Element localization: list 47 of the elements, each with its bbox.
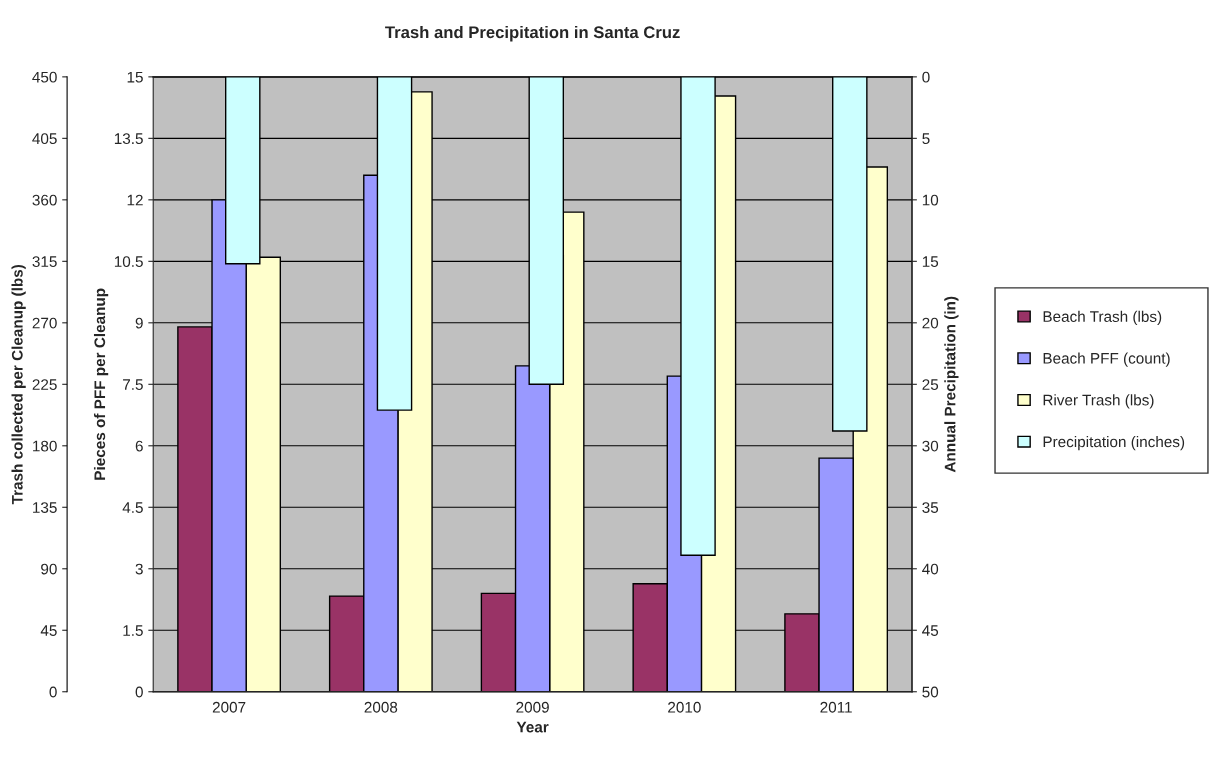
y-tick-label: 45 bbox=[40, 625, 57, 636]
y-tick-label: 0 bbox=[49, 686, 57, 698]
y2-axis-title: Pieces of PFF per Cleanup bbox=[93, 288, 109, 480]
y-tick-label: 90 bbox=[41, 563, 57, 575]
x-axis-title: Year bbox=[516, 721, 549, 733]
y2-tick-label: 10.5 bbox=[114, 256, 143, 268]
y-tick-label: 405 bbox=[32, 133, 57, 145]
y2-tick-label: 15 bbox=[127, 71, 143, 83]
y3-tick-label: 15 bbox=[922, 256, 939, 268]
y-tick-label: 180 bbox=[33, 440, 57, 452]
x-tick-label: 2007 bbox=[212, 701, 246, 713]
y-tick-label: 225 bbox=[32, 379, 57, 390]
legend-label: Precipitation (inches) bbox=[1043, 435, 1185, 451]
y3-tick-label: 0 bbox=[922, 71, 930, 83]
y-axis-title: Trash collected per Cleanup (lbs) bbox=[11, 264, 26, 505]
y2-tick-label: 0 bbox=[135, 686, 143, 698]
y2-tick-label: 3 bbox=[135, 563, 143, 575]
y3-tick-label: 10 bbox=[922, 194, 939, 206]
y-tick-label: 360 bbox=[32, 194, 57, 206]
legend-label: Beach Trash (lbs) bbox=[1043, 310, 1162, 325]
y3-tick-label: 20 bbox=[922, 317, 939, 329]
y3-tick-label: 25 bbox=[922, 379, 939, 390]
chart-title: Trash and Precipitation in Santa Cruz bbox=[385, 25, 680, 42]
y-tick-label: 270 bbox=[32, 317, 57, 329]
y2-tick-label: 13.5 bbox=[114, 133, 143, 145]
x-tick-label: 2009 bbox=[516, 701, 549, 713]
y-tick-label: 450 bbox=[32, 71, 57, 83]
legend-label: River Trash (lbs) bbox=[1043, 394, 1154, 409]
x-tick-label: 2008 bbox=[364, 701, 398, 713]
y2-tick-label: 7.5 bbox=[123, 379, 143, 390]
y2-tick-label: 6 bbox=[135, 440, 143, 452]
y3-tick-label: 40 bbox=[922, 563, 939, 575]
y-tick-label: 135 bbox=[33, 502, 57, 513]
y3-tick-label: 45 bbox=[922, 625, 939, 636]
y3-tick-label: 35 bbox=[922, 502, 939, 513]
y-tick-label: 315 bbox=[32, 256, 57, 268]
legend-label: Beach PFF (count) bbox=[1043, 352, 1170, 367]
y3-tick-label: 5 bbox=[922, 133, 930, 145]
y2-tick-label: 9 bbox=[135, 317, 143, 329]
x-tick-label: 2011 bbox=[820, 701, 852, 713]
y2-tick-label: 1.5 bbox=[123, 625, 143, 636]
y3-tick-label: 50 bbox=[922, 686, 939, 698]
y3-axis-title: Annual Precipitation (in) bbox=[944, 296, 959, 473]
y3-tick-label: 30 bbox=[922, 440, 939, 452]
x-tick-label: 2010 bbox=[668, 701, 701, 713]
y2-tick-label: 4.5 bbox=[122, 502, 143, 513]
y2-tick-label: 12 bbox=[127, 194, 143, 206]
